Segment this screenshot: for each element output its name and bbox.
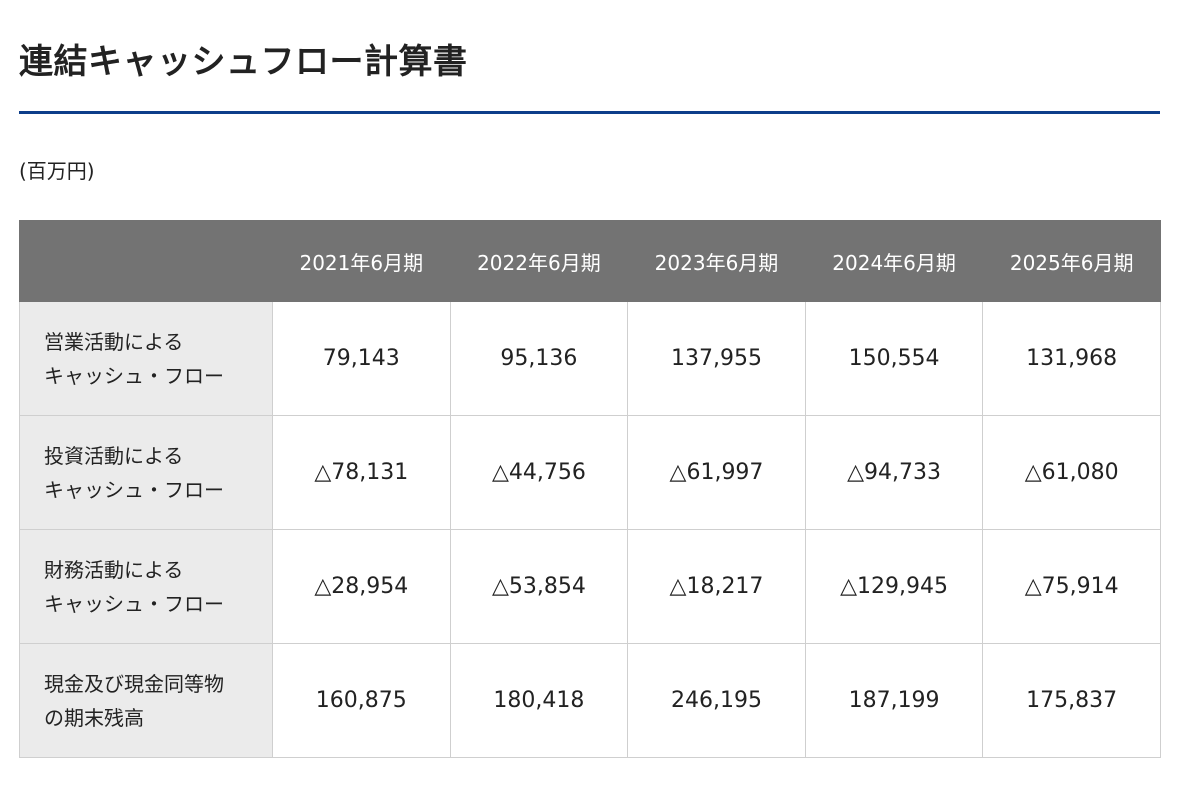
table-cell: 79,143 xyxy=(272,301,451,416)
table-cell: 131,968 xyxy=(982,301,1161,416)
table-cell: △28,954 xyxy=(272,529,451,644)
header-corner-cell xyxy=(19,220,273,302)
table-row-investing-cf: 投資活動による キャッシュ・フロー △78,131 △44,756 △61,99… xyxy=(19,415,1161,530)
table-cell: △75,914 xyxy=(982,529,1161,644)
row-label-line2: キャッシュ・フロー xyxy=(44,363,224,388)
table-cell: △94,733 xyxy=(804,415,984,530)
unit-label: (百万円) xyxy=(19,159,95,183)
row-label-line1: 現金及び現金同等物 xyxy=(44,671,224,696)
row-label-line1: 投資活動による xyxy=(44,443,184,468)
header-row: 2021年6月期 2022年6月期 2023年6月期 2024年6月期 2025… xyxy=(19,220,1161,302)
row-label-operating-cf: 営業活動による キャッシュ・フロー xyxy=(19,301,273,416)
column-header-fy2023: 2023年6月期 xyxy=(627,220,806,302)
cash-flow-table: 2021年6月期 2022年6月期 2023年6月期 2024年6月期 2025… xyxy=(19,220,1161,758)
table-body: 営業活動による キャッシュ・フロー 79,143 95,136 137,955 … xyxy=(19,301,1161,758)
row-label-line2: キャッシュ・フロー xyxy=(44,591,224,616)
table-cell: △53,854 xyxy=(449,529,629,644)
title-divider xyxy=(19,111,1160,114)
table-cell: 160,875 xyxy=(272,643,451,758)
table-cell: 187,199 xyxy=(804,643,984,758)
table-header: 2021年6月期 2022年6月期 2023年6月期 2024年6月期 2025… xyxy=(19,220,1161,302)
table-cell: 137,955 xyxy=(627,301,806,416)
table-cell: 95,136 xyxy=(449,301,629,416)
table-row-operating-cf: 営業活動による キャッシュ・フロー 79,143 95,136 137,955 … xyxy=(19,301,1161,416)
row-label-financing-cf: 財務活動による キャッシュ・フロー xyxy=(19,529,273,644)
table-row-financing-cf: 財務活動による キャッシュ・フロー △28,954 △53,854 △18,21… xyxy=(19,529,1161,644)
table-cell: 150,554 xyxy=(804,301,984,416)
column-header-fy2024: 2024年6月期 xyxy=(804,220,984,302)
row-label-line1: 財務活動による xyxy=(44,557,184,582)
row-label-line1: 営業活動による xyxy=(44,329,184,354)
table-cell: △18,217 xyxy=(627,529,806,644)
column-header-fy2022: 2022年6月期 xyxy=(449,220,629,302)
row-label-investing-cf: 投資活動による キャッシュ・フロー xyxy=(19,415,273,530)
table-row-ending-cash: 現金及び現金同等物 の期末残高 160,875 180,418 246,195 … xyxy=(19,643,1161,758)
table-cell: 246,195 xyxy=(627,643,806,758)
table-cell: 180,418 xyxy=(449,643,629,758)
page-title: 連結キャッシュフロー計算書 xyxy=(19,42,468,82)
row-label-line2: の期末残高 xyxy=(44,705,144,730)
table-cell: △61,080 xyxy=(982,415,1161,530)
table-cell: △61,997 xyxy=(627,415,806,530)
row-label-line2: キャッシュ・フロー xyxy=(44,477,224,502)
table-cell: △44,756 xyxy=(449,415,629,530)
column-header-fy2021: 2021年6月期 xyxy=(272,220,451,302)
table-cell: △78,131 xyxy=(272,415,451,530)
column-header-fy2025: 2025年6月期 xyxy=(982,220,1161,302)
row-label-ending-cash: 現金及び現金同等物 の期末残高 xyxy=(19,643,273,758)
table-cell: 175,837 xyxy=(982,643,1161,758)
table-cell: △129,945 xyxy=(804,529,984,644)
